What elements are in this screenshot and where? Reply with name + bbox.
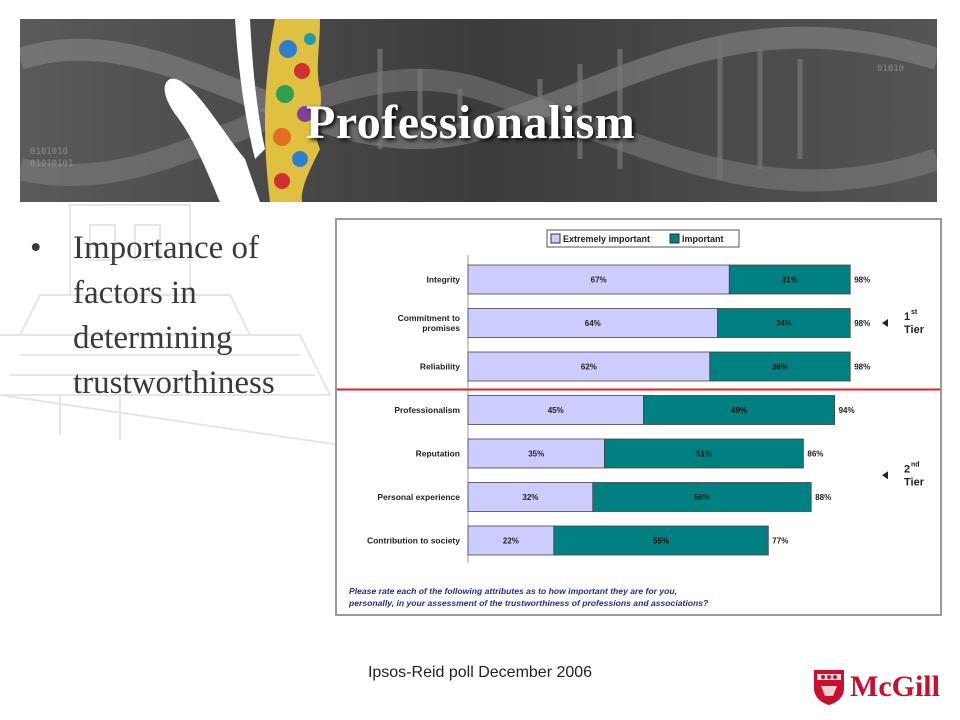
legend-label-extremely-important: Extremely important (563, 234, 650, 244)
binary-text: 01010101 (30, 159, 73, 169)
bullet-line: trustworthiness (73, 365, 275, 401)
data-label-extremely-important: 22% (503, 537, 519, 546)
tier-arrow-icon (882, 471, 888, 480)
data-label-important: 36% (772, 363, 788, 372)
data-label-extremely-important: 62% (581, 363, 597, 372)
colorful-head-profile-icon (265, 19, 322, 202)
tier-number: 2 (904, 463, 910, 475)
slide-title: Professionalism (306, 96, 636, 149)
stacked-bar-chart: Extremely important Important Integrity 67%… (337, 229, 940, 608)
category-label: Contribution to society (367, 536, 460, 546)
tier-number: 1 (904, 311, 910, 323)
data-label-important: 31% (782, 276, 798, 285)
binary-text: 0101010 (30, 147, 68, 157)
data-label-important: 56% (694, 493, 710, 502)
bar-extremely-important (467, 482, 594, 512)
legend-swatch-extremely-important (550, 233, 561, 244)
bar-important (604, 438, 804, 469)
tier-label: Tier (904, 324, 925, 336)
bar-important (592, 482, 812, 512)
bar-extremely-important (467, 351, 711, 382)
data-label-total: 86% (807, 450, 823, 459)
category-label: Integrity (426, 275, 460, 285)
banner-artwork: 01010 0101010 01010101 (20, 19, 937, 202)
data-label-total: 88% (815, 493, 831, 502)
data-label-extremely-important: 35% (528, 450, 544, 459)
bar-important (643, 395, 836, 425)
bar-important (717, 308, 851, 338)
legend-label-important: Important (682, 234, 724, 244)
category-label: Professionalism (394, 405, 460, 415)
data-label-total: 77% (772, 537, 788, 546)
bullet-line: Importance of (73, 230, 259, 266)
category-label: promises (422, 323, 460, 333)
hand-silhouette-icon (164, 19, 265, 202)
tier-number-suffix: nd (911, 461, 920, 468)
data-label-total: 98% (854, 363, 870, 372)
footer-source: Ipsos-Reid poll December 2006 (367, 664, 593, 681)
bar-important (728, 264, 851, 295)
survey-question-text: personally, in your assessment of the tr… (348, 598, 709, 608)
bar-extremely-important (467, 438, 605, 469)
legend-swatch-important (669, 233, 680, 244)
data-label-important: 55% (653, 537, 669, 546)
tier-arrow-icon (882, 319, 888, 327)
bullet-line: factors in (73, 275, 197, 311)
chart-legend-box (546, 229, 740, 248)
header-banner: 01010 0101010 01010101 Professionalism (20, 19, 937, 202)
data-label-important: 51% (696, 450, 712, 459)
data-label-extremely-important: 45% (548, 406, 564, 415)
bar-important (709, 351, 851, 382)
mcgill-logo: McGill (812, 668, 947, 708)
bar-extremely-important (467, 264, 730, 295)
category-label: Commitment to (398, 313, 460, 323)
category-label: Reliability (420, 362, 460, 372)
bullet-text: Importance of factors in determining tru… (73, 226, 343, 406)
category-label: Reputation (416, 449, 460, 459)
data-label-important: 49% (731, 406, 747, 415)
data-label-total: 98% (854, 319, 870, 328)
data-label-extremely-important: 32% (522, 493, 538, 502)
data-label-total: 98% (854, 276, 870, 285)
bar-important (553, 525, 769, 556)
binary-digits: 01010 0101010 01010101 (30, 64, 904, 169)
category-label: Personal experience (377, 492, 460, 502)
survey-question-text: Please rate each of the following attrib… (349, 586, 677, 596)
background-building-sketch (0, 204, 340, 446)
chart-frame: Extremely important Important Integrity 67%… (335, 218, 942, 616)
data-label-extremely-important: 67% (591, 276, 607, 285)
data-label-important: 34% (776, 319, 792, 328)
logo-text: McGill (850, 670, 940, 703)
mcgill-crest-icon (814, 670, 844, 705)
tier-number-suffix: st (911, 309, 918, 316)
data-label-extremely-important: 64% (585, 319, 601, 328)
bullet-line: determining (73, 320, 233, 356)
binary-text: 01010 (877, 64, 904, 74)
data-label-total: 94% (839, 406, 855, 415)
bullet-dot-icon: • (30, 230, 42, 266)
tier-label: Tier (904, 476, 925, 488)
dna-helix-graphic (20, 26, 937, 192)
